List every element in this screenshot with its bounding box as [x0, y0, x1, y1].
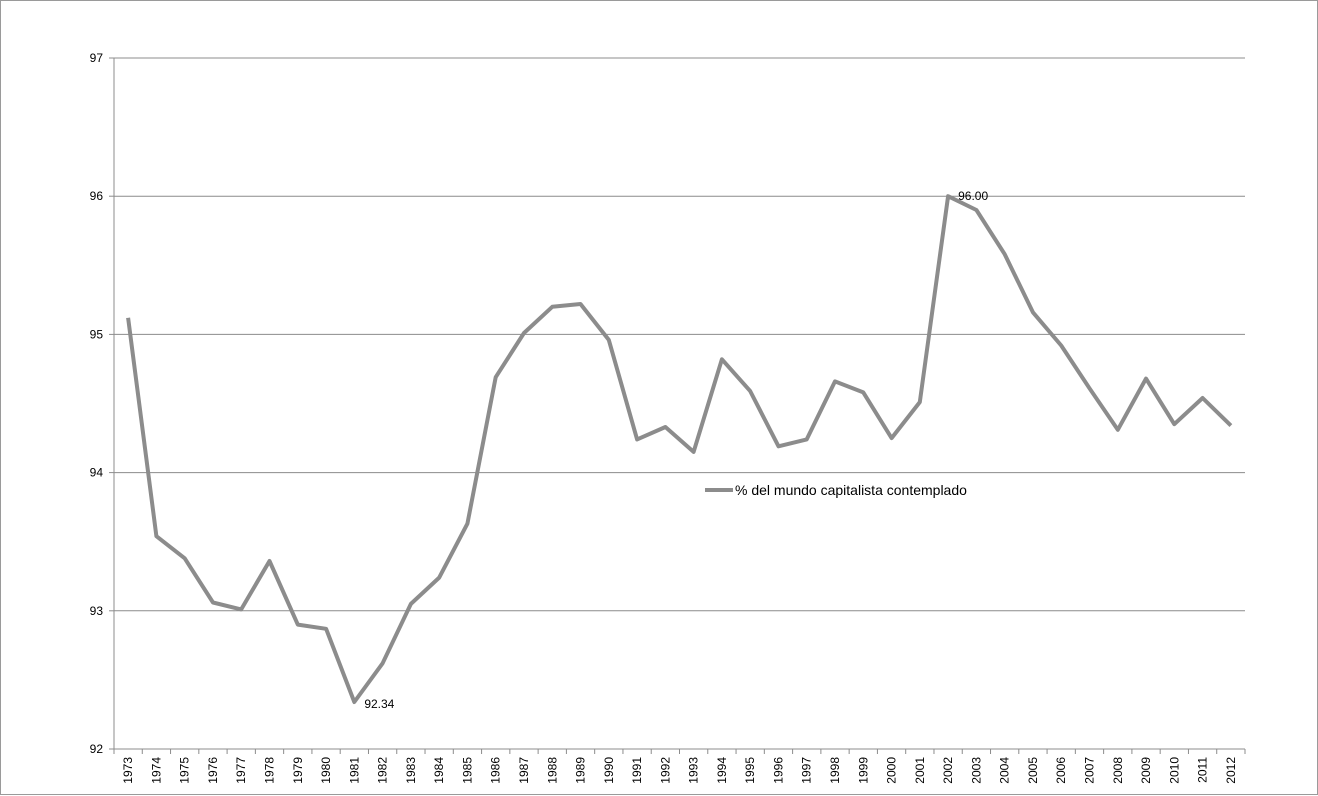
x-tick-label: 2009	[1139, 757, 1153, 784]
x-tick-label: 1983	[404, 757, 418, 784]
x-tick-label: 2011	[1196, 757, 1210, 783]
x-tick-label: 1976	[206, 757, 220, 784]
x-tick-label: 2001	[913, 757, 927, 784]
legend: % del mundo capitalista contemplado	[705, 482, 967, 498]
x-tick-label: 2005	[1026, 757, 1040, 784]
data-label-1981: 92.34	[364, 697, 394, 711]
x-tick-label: 1975	[178, 757, 192, 784]
y-tick-label: 94	[90, 466, 104, 480]
x-tick-label: 2006	[1054, 757, 1068, 784]
y-tick-label: 95	[90, 327, 104, 341]
legend-label: % del mundo capitalista contemplado	[735, 482, 967, 498]
x-tick-label: 2008	[1111, 757, 1125, 784]
x-tick-label: 1979	[291, 757, 305, 784]
axes	[109, 57, 1246, 754]
x-tick-label: 1974	[149, 757, 163, 784]
x-tick-label: 2003	[969, 757, 983, 784]
gridlines	[114, 57, 1245, 612]
x-tick-label: 1998	[828, 757, 842, 784]
x-tick-label: 1990	[602, 757, 616, 784]
x-tick-label: 1992	[658, 757, 672, 784]
x-tick-label: 1984	[432, 757, 446, 784]
x-tick-label: 1999	[856, 757, 870, 784]
series-line-0	[126, 194, 1233, 704]
x-tick-label: 1987	[517, 757, 531, 784]
x-tick-label: 2010	[1167, 757, 1181, 784]
x-tick-label: 1995	[743, 757, 757, 784]
y-tick-label: 93	[90, 604, 104, 618]
x-tick-label: 1980	[319, 757, 333, 784]
x-tick-label: 1981	[347, 757, 361, 784]
y-tick-label: 92	[90, 742, 104, 756]
x-tick-label: 2012	[1224, 757, 1238, 784]
y-tick-label: 96	[90, 189, 104, 203]
x-tick-label: 2004	[998, 757, 1012, 784]
x-tick-label: 1982	[376, 757, 390, 784]
x-tick-label: 2007	[1082, 757, 1096, 784]
data-labels: 92.34 96.00	[364, 189, 988, 711]
y-tick-label: 97	[90, 51, 104, 65]
x-tick-label: 1986	[489, 757, 503, 784]
x-tick-label: 1991	[630, 757, 644, 784]
x-tick-label: 1973	[121, 757, 135, 784]
x-tick-label: 1996	[771, 757, 785, 784]
x-tick-label: 1988	[545, 757, 559, 784]
x-tick-label: 2000	[885, 757, 899, 784]
x-tick-label: 1985	[460, 757, 474, 784]
x-tick-label: 2002	[941, 757, 955, 784]
x-tick-labels: 1973 1974 1975 1976 1977 1978 1979 1980 1981 1982…	[121, 757, 1238, 784]
x-tick-label: 1978	[263, 757, 277, 784]
x-tick-label: 1993	[687, 757, 701, 784]
x-tick-label: 1994	[715, 757, 729, 784]
data-label-2002: 96.00	[958, 189, 988, 203]
x-tick-label: 1989	[574, 757, 588, 784]
y-tick-labels: 92 93 94 95 96 97	[90, 51, 104, 756]
x-tick-label: 1977	[234, 757, 248, 784]
x-tick-label: 1997	[800, 757, 814, 784]
series-lines	[126, 194, 1233, 704]
